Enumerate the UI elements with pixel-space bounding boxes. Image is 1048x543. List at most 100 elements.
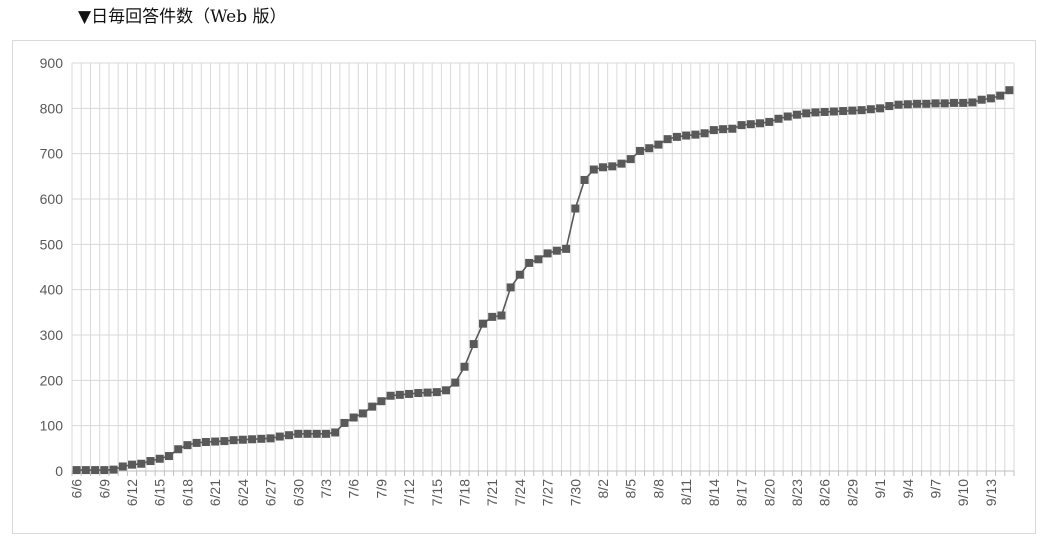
y-tick-label: 0: [55, 463, 63, 479]
chart-frame: 0 100 200 300 400 500 600 700 800 900 6/6 6/9 6/12 6…: [12, 40, 1036, 534]
data-point: [201, 437, 210, 446]
x-tick-label: 9/1: [872, 479, 888, 499]
chart-title: ▼日毎回答件数（Web 版）: [78, 7, 287, 27]
series-markers: [72, 86, 1014, 475]
data-point: [506, 283, 515, 292]
data-point: [719, 125, 728, 134]
x-tick-label: 8/5: [623, 479, 639, 499]
data-point: [211, 437, 220, 446]
data-point: [266, 434, 275, 443]
data-point: [709, 126, 718, 135]
data-point: [645, 144, 654, 153]
x-tick-label: 6/27: [263, 479, 279, 506]
y-tick-label: 300: [40, 327, 64, 343]
x-tick-label: 8/20: [761, 479, 777, 506]
data-point: [996, 91, 1005, 100]
data-point: [940, 99, 949, 108]
data-point: [118, 462, 127, 471]
data-point: [968, 98, 977, 107]
x-tick-label: 6/12: [124, 479, 140, 506]
x-tick-label: 8/14: [706, 479, 722, 506]
data-point: [746, 120, 755, 129]
data-point: [137, 459, 146, 468]
x-tick-label: 6/15: [152, 479, 168, 506]
data-point: [986, 94, 995, 103]
data-point: [839, 107, 848, 116]
x-tick-label: 7/21: [484, 479, 500, 506]
data-point: [72, 466, 81, 475]
x-axis-tick-labels: 6/6 6/9 6/12 6/15 6/18 6/21 6/24 6/27 6/30 7/3 7/6…: [69, 479, 999, 506]
data-point: [820, 107, 829, 116]
x-tick-label: 7/6: [346, 479, 362, 499]
data-point: [737, 121, 746, 130]
x-tick-label: 8/11: [678, 479, 694, 505]
data-point: [876, 104, 885, 113]
data-point: [552, 246, 561, 255]
data-point: [229, 436, 238, 445]
data-point: [146, 457, 155, 466]
data-point: [257, 434, 266, 443]
data-point: [386, 391, 395, 400]
x-tick-label: 7/27: [540, 479, 556, 506]
data-point: [1005, 86, 1014, 95]
data-point: [377, 397, 386, 406]
data-point: [81, 466, 90, 475]
data-point: [571, 204, 580, 213]
data-point: [174, 445, 183, 454]
data-point: [580, 175, 589, 184]
data-point: [164, 452, 173, 461]
axes: [71, 470, 1015, 476]
x-tick-label: 7/9: [373, 479, 389, 499]
data-point: [358, 409, 367, 418]
data-point: [913, 99, 922, 108]
data-point: [294, 429, 303, 438]
x-tick-label: 7/24: [512, 479, 528, 506]
data-point: [321, 429, 330, 438]
data-point: [700, 129, 709, 138]
data-point: [414, 389, 423, 398]
x-tick-label: 7/12: [401, 479, 417, 506]
data-point: [478, 319, 487, 328]
data-point: [765, 117, 774, 126]
data-point: [183, 441, 192, 450]
x-tick-label: 6/9: [96, 479, 112, 499]
data-point: [340, 418, 349, 427]
data-point: [192, 438, 201, 447]
x-tick-label: 8/2: [595, 479, 611, 499]
x-tick-label: 6/24: [235, 479, 251, 506]
data-point: [91, 466, 100, 475]
data-point: [617, 159, 626, 168]
data-point: [829, 107, 838, 116]
data-point: [220, 437, 229, 446]
x-tick-label: 9/7: [928, 479, 944, 499]
data-point: [285, 431, 294, 440]
y-axis-tick-labels: 0 100 200 300 400 500 600 700 800 900: [40, 55, 64, 479]
data-point: [682, 131, 691, 140]
data-point: [368, 402, 377, 411]
x-tick-label: 6/30: [290, 479, 306, 506]
data-point: [894, 100, 903, 109]
y-tick-label: 100: [40, 418, 64, 434]
x-tick-label: 8/29: [844, 479, 860, 506]
x-tick-label: 8/8: [650, 479, 666, 499]
data-point: [922, 99, 931, 108]
y-tick-label: 800: [40, 100, 64, 116]
data-point: [663, 135, 672, 144]
x-tick-label: 8/23: [789, 479, 805, 506]
data-point: [303, 429, 312, 438]
data-point: [405, 389, 414, 398]
data-point: [866, 105, 875, 114]
x-tick-label: 6/6: [69, 479, 85, 499]
data-point: [811, 108, 820, 117]
data-point: [774, 114, 783, 123]
data-point: [626, 155, 635, 164]
data-point: [469, 340, 478, 349]
x-tick-label: 8/17: [734, 479, 750, 506]
x-tick-label: 9/10: [955, 479, 971, 506]
data-point: [562, 244, 571, 253]
data-point: [635, 146, 644, 155]
data-point: [599, 163, 608, 172]
data-point: [331, 428, 340, 437]
data-point: [783, 112, 792, 121]
